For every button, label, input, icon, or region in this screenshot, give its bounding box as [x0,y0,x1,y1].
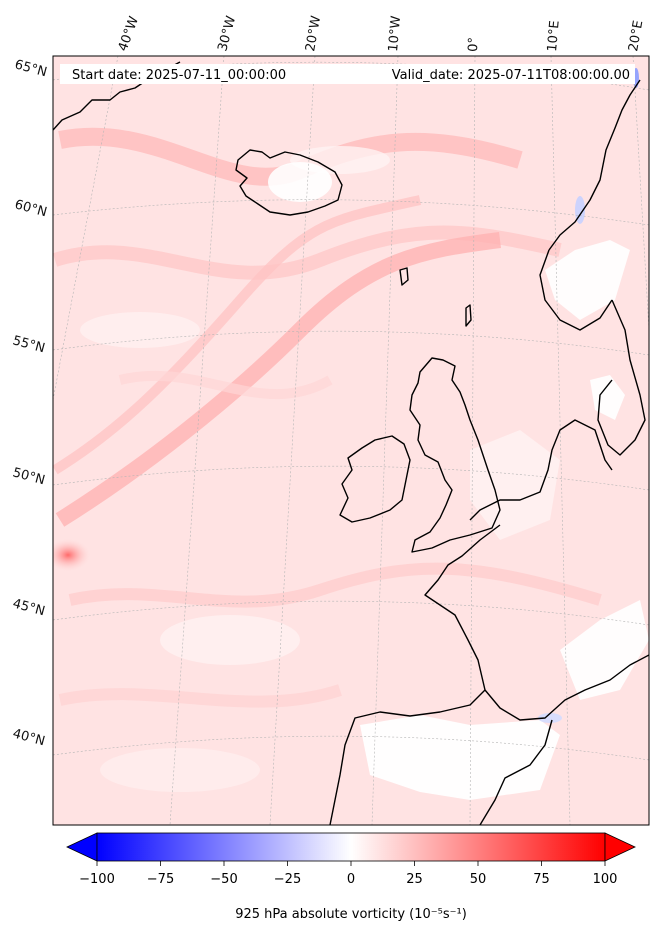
lat-label-55n: 55°N [11,333,47,356]
great-britain-coast [409,357,501,553]
colorbar-tick-label: 50 [470,872,487,887]
valid-date-label: Valid_date: 2025-07-11T08:00:00.00 [392,68,630,83]
lon-label-40w: 40°W [116,14,142,53]
faroe-coast [399,267,409,286]
colorbar-label: 925 hPa absolute vorticity (10⁻⁵s⁻¹) [235,907,467,922]
norway-south [539,249,613,331]
colorbar-tick-label: −100 [79,872,115,887]
colorbar-tick-label: 25 [406,872,423,887]
vorticity-field [53,68,649,800]
map-frame [52,55,650,826]
ireland-coast [339,435,411,523]
colorbar-tick-label: 100 [593,872,618,887]
lon-label-10w: 10°W [386,15,404,52]
longitude-labels: 40°W 30°W 20°W 10°W 0° 10°E 20°E [116,14,647,53]
norway-coast [548,79,641,251]
colorbar-tick-label: −50 [210,872,237,887]
lon-label-10e: 10°E [545,20,563,52]
colorbar-extend-min [66,832,98,862]
lat-label-60n: 60°N [13,197,49,220]
lon-label-20w: 20°W [303,15,324,53]
coastlines [53,61,649,825]
colorbar-extend-max [604,832,636,862]
lon-label-20e: 20°E [626,19,646,52]
colorbar-tick-label: −75 [147,872,174,887]
europe-mainland [469,419,613,521]
start-date-label: Start date: 2025-07-11_00:00:00 [72,68,286,83]
lat-label-50n: 50°N [11,465,47,488]
colorbar-tick-label: −25 [274,872,301,887]
latitude-labels: 65°N 60°N 55°N 50°N 45°N 40°N [11,57,49,749]
title-bar [60,64,635,84]
mediterranean-coast [484,654,649,721]
lat-label-40n: 40°N [11,726,47,749]
map-panel: Start date: 2025-07-11_00:00:00 Valid_da… [52,55,650,826]
iberia-coast [329,689,486,825]
france-coast [424,524,501,691]
lon-label-30w: 30°W [215,14,239,53]
denmark-sweden [597,299,646,456]
iberia-east [479,719,553,825]
lat-label-45n: 45°N [11,596,47,619]
shetland-coast [465,304,472,327]
lat-label-65n: 65°N [13,57,49,80]
colorbar-tick-label: 0 [347,872,355,887]
colorbar: −100 −75 −50 −25 0 25 50 75 100 925 hPa absolute… [66,832,636,922]
colorbar-tick-label: 75 [533,872,550,887]
colorbar-body [96,832,606,862]
lon-label-0: 0° [466,37,482,52]
iceland-coast [235,149,343,216]
